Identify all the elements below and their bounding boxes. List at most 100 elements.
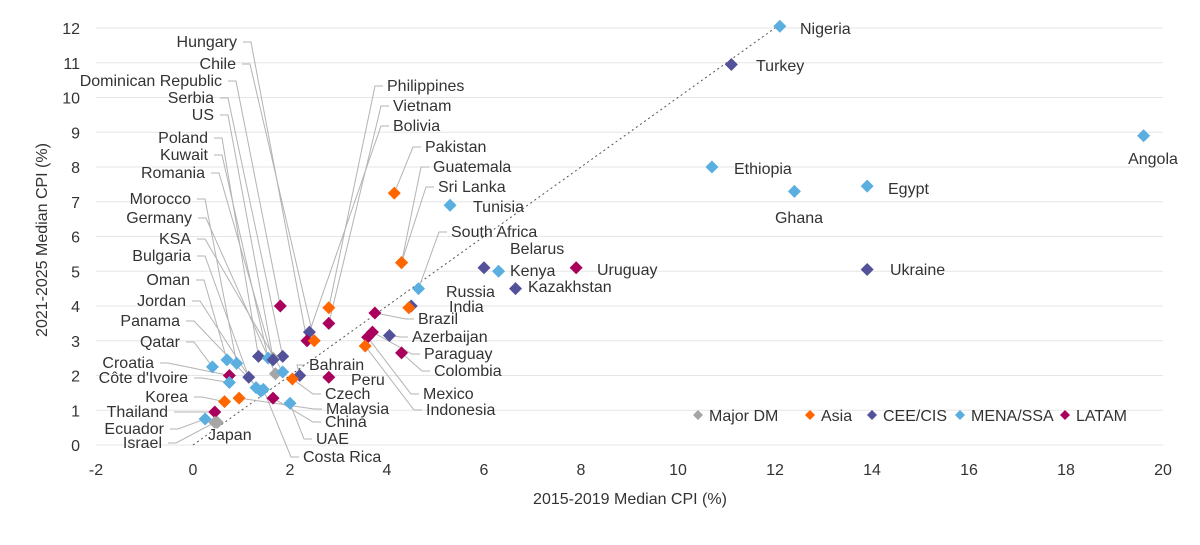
leader-line-chile xyxy=(242,64,314,341)
point-label-azerbaijan: Azerbaijan xyxy=(412,329,488,346)
point-label-c-te-d-ivoire: Côte d'Ivoire xyxy=(99,370,188,387)
point-label-qatar: Qatar xyxy=(140,334,181,351)
y-tick-label: 10 xyxy=(62,91,80,108)
point-pakistan xyxy=(388,187,401,200)
leader-line-germany xyxy=(198,218,275,374)
point-label-indonesia: Indonesia xyxy=(426,402,495,419)
point-label-colombia: Colombia xyxy=(434,363,502,380)
point-label-egypt: Egypt xyxy=(888,181,929,198)
point-tunisia xyxy=(444,199,457,212)
legend-marker xyxy=(805,410,815,420)
y-tick-label: 9 xyxy=(71,125,80,142)
point-label-south-africa: South Africa xyxy=(451,224,537,241)
point-label-thailand: Thailand xyxy=(107,404,168,421)
y-axis-title: 2021-2025 Median CPI (%) xyxy=(34,143,51,337)
point-label-oman: Oman xyxy=(146,272,190,289)
y-tick-label: 2 xyxy=(71,369,80,386)
point-label-poland: Poland xyxy=(158,130,208,147)
point-label-jordan: Jordan xyxy=(137,293,186,310)
point-south-africa xyxy=(412,282,425,295)
leader-line-bolivia xyxy=(309,126,389,332)
leader-line-sri-lanka xyxy=(402,187,434,263)
point-label-ukraine: Ukraine xyxy=(890,262,945,279)
x-tick-label: 18 xyxy=(1057,462,1075,479)
y-tick-label: 1 xyxy=(71,403,80,420)
point-label-costa-rica: Costa Rica xyxy=(303,449,381,466)
x-tick-label: 14 xyxy=(863,462,881,479)
point-label-turkey: Turkey xyxy=(756,58,804,75)
point-label-kazakhstan: Kazakhstan xyxy=(528,279,612,296)
point-sri-lanka xyxy=(395,256,408,269)
point-belarus xyxy=(478,261,491,274)
point-label-kuwait: Kuwait xyxy=(160,147,209,164)
point-vietnam xyxy=(322,317,335,330)
leader-line-qatar xyxy=(186,342,212,367)
point-label-bolivia: Bolivia xyxy=(393,118,440,135)
x-tick-label: 0 xyxy=(189,462,198,479)
point-label-dominican-republic: Dominican Republic xyxy=(80,73,222,90)
point-kazakhstan xyxy=(509,282,522,295)
legend-label: MENA/SSA xyxy=(971,408,1054,425)
x-tick-label: 16 xyxy=(960,462,978,479)
point-label-israel: Israel xyxy=(123,435,162,452)
point-uruguay xyxy=(570,261,583,274)
x-tick-label: 6 xyxy=(480,462,489,479)
legend-marker xyxy=(693,410,703,420)
point-label-paraguay: Paraguay xyxy=(424,346,493,363)
point-angola xyxy=(1137,129,1150,142)
point-label-japan: Japan xyxy=(208,427,252,444)
point-label-kenya: Kenya xyxy=(510,263,555,280)
leader-line-oman xyxy=(196,280,227,360)
point-label-germany: Germany xyxy=(126,210,192,227)
y-tick-label: 7 xyxy=(71,195,80,212)
point-label-us: US xyxy=(192,107,214,124)
x-tick-label: 2 xyxy=(286,462,295,479)
point-label-panama: Panama xyxy=(120,313,180,330)
point-label-chile: Chile xyxy=(200,56,237,73)
leader-line-south-africa xyxy=(419,232,447,289)
x-tick-label: 4 xyxy=(383,462,392,479)
y-tick-label: 0 xyxy=(71,438,80,455)
point-label-bulgaria: Bulgaria xyxy=(132,248,191,265)
leader-line-brazil xyxy=(375,313,414,319)
y-tick-label: 12 xyxy=(62,21,80,38)
point-turkey xyxy=(725,58,738,71)
point-c-te-d-ivoire xyxy=(223,376,236,389)
point-bulgaria xyxy=(242,371,255,384)
x-tick-label: -2 xyxy=(89,462,103,479)
point-label-guatemala: Guatemala xyxy=(433,159,511,176)
point-label-tunisia: Tunisia xyxy=(473,199,524,216)
point-label-nigeria: Nigeria xyxy=(800,21,851,38)
leader-line-morocco xyxy=(197,199,237,363)
point-uae xyxy=(284,397,297,410)
point-label-brazil: Brazil xyxy=(418,311,458,328)
point-label-uae: UAE xyxy=(316,431,349,448)
point-ukraine xyxy=(861,263,874,276)
x-axis-title: 2015-2019 Median CPI (%) xyxy=(533,491,727,508)
point-malaysia xyxy=(233,392,246,405)
point-label-belarus: Belarus xyxy=(510,241,564,258)
legend-marker xyxy=(955,410,965,420)
leader-line-vietnam xyxy=(329,106,389,323)
legend-marker xyxy=(1060,410,1070,420)
point-label-angola: Angola xyxy=(1128,151,1178,168)
point-brazil xyxy=(368,306,381,319)
y-tick-label: 8 xyxy=(71,160,80,177)
point-egypt xyxy=(861,180,874,193)
legend-label: Asia xyxy=(821,408,852,425)
y-tick-label: 3 xyxy=(71,334,80,351)
point-label-pakistan: Pakistan xyxy=(425,139,486,156)
x-tick-label: 8 xyxy=(577,462,586,479)
y-tick-label: 4 xyxy=(71,299,80,316)
legend-label: Major DM xyxy=(709,408,778,425)
leader-line-ecuador xyxy=(170,419,205,429)
x-tick-label: 10 xyxy=(669,462,687,479)
y-tick-label: 5 xyxy=(71,264,80,281)
leader-line-poland xyxy=(214,138,258,356)
leader-line-dominican-republic xyxy=(228,81,280,306)
x-tick-label: 20 xyxy=(1154,462,1172,479)
point-label-vietnam: Vietnam xyxy=(393,98,451,115)
legend-label: CEE/CIS xyxy=(883,408,947,425)
